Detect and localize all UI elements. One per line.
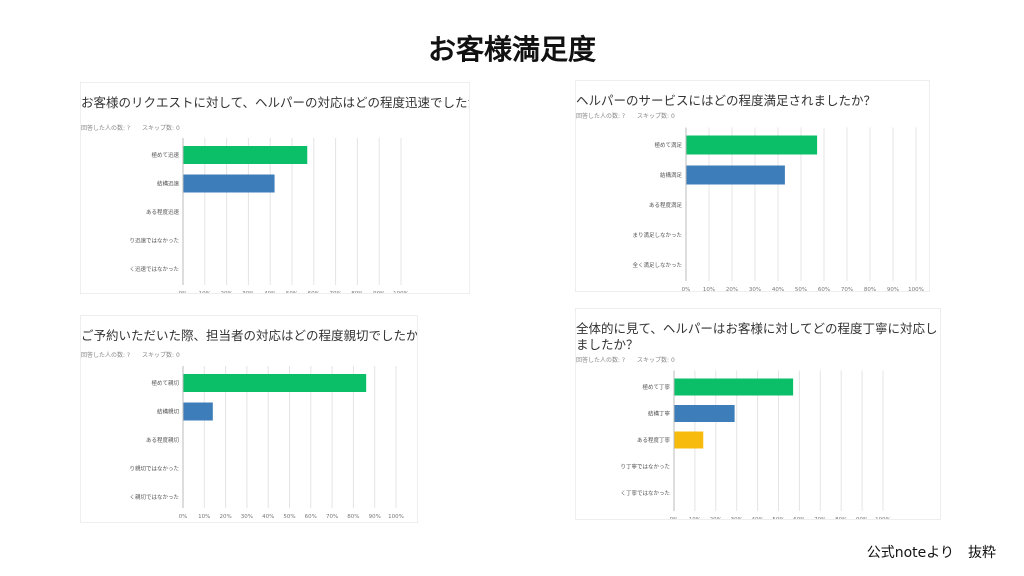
x-tick-label: 60% xyxy=(308,291,320,294)
category-label: 極めて丁寧 xyxy=(642,383,670,391)
x-tick-label: 30% xyxy=(241,514,253,520)
x-tick-label: 50% xyxy=(795,287,807,292)
source-note: 公式noteより 抜粋 xyxy=(866,545,996,561)
x-tick-label: 20% xyxy=(726,287,738,292)
chart-meta: 回答した人の数: ? スキップ数: 0 xyxy=(81,123,190,132)
category-label: 全く満足しなかった xyxy=(632,261,682,269)
chart-title: 全体的に見て、ヘルパーはお客様に対してどの程度丁寧に対応しましたか？ xyxy=(576,321,938,352)
category-label: く親切ではなかった xyxy=(129,493,179,501)
x-tick-label: 90% xyxy=(373,291,385,294)
category-label: く迅速ではなかった xyxy=(129,265,179,273)
bar xyxy=(183,146,308,164)
bar xyxy=(674,431,704,449)
category-label: く丁寧ではなかった xyxy=(620,489,670,497)
x-tick-label: 70% xyxy=(329,291,341,294)
bar xyxy=(183,174,275,193)
x-tick-label: 40% xyxy=(262,514,274,520)
bar xyxy=(686,165,785,185)
x-tick-label: 100% xyxy=(875,517,891,520)
skipped-count: スキップ数: 0 xyxy=(637,113,675,120)
chart-title: ご予約いただいた際、担当者の対応はどの程度親切でしたか？ xyxy=(81,328,418,343)
bar-chart: 0% 10% 20% 30% 40% 50% 60% 70% 80% 90% 100% 極めて親切結構… xyxy=(129,366,404,520)
category-label: り迅速ではなかった xyxy=(129,237,179,245)
chart-panel-overall-politeness: 全体的に見て、ヘルパーはお客様に対してどの程度丁寧に対応しましたか？ 回答した人… xyxy=(575,308,941,520)
x-tick-label: 90% xyxy=(887,287,899,292)
x-tick-label: 90% xyxy=(856,517,868,520)
bar xyxy=(686,135,818,155)
x-tick-label: 0% xyxy=(179,514,188,520)
category-label: ある程度満足 xyxy=(649,201,683,209)
x-tick-label: 60% xyxy=(818,287,830,292)
x-tick-label: 0% xyxy=(179,291,188,294)
bar-chart: 0% 10% 20% 30% 40% 50% 60% 70% 80% 90% 100% 極めて満足結構… xyxy=(632,127,924,292)
x-tick-label: 10% xyxy=(198,514,210,520)
x-tick-label: 10% xyxy=(703,287,715,292)
category-label: り親切ではなかった xyxy=(129,465,179,473)
chart-meta: 回答した人の数: ? スキップ数: 0 xyxy=(576,355,685,364)
bar-chart: 0% 10% 20% 30% 40% 50% 60% 70% 80% 90% 100% 極めて丁寧結構… xyxy=(620,370,891,520)
chart-panel-response-speed: お客様のリクエストに対して、ヘルパーの対応はどの程度迅速でしたか？ 回答した人の… xyxy=(80,82,470,294)
x-tick-label: 20% xyxy=(219,514,231,520)
x-tick-label: 20% xyxy=(710,517,722,520)
x-tick-label: 60% xyxy=(305,514,317,520)
category-label: り丁寧ではなかった xyxy=(620,463,670,471)
answered-count: 回答した人の数: ? xyxy=(81,352,131,359)
category-label: ある程度親切 xyxy=(146,436,180,444)
category-label: 極めて迅速 xyxy=(151,151,179,159)
skipped-count: スキップ数: 0 xyxy=(637,357,675,364)
x-tick-label: 80% xyxy=(835,517,847,520)
bar xyxy=(674,405,735,422)
x-tick-label: 40% xyxy=(772,287,784,292)
chart-meta: 回答した人の数: ? スキップ数: 0 xyxy=(576,111,685,120)
category-label: 結構親切 xyxy=(157,408,180,416)
category-label: 極めて満足 xyxy=(654,141,682,149)
category-label: ある程度迅速 xyxy=(146,208,180,216)
x-tick-label: 100% xyxy=(393,291,409,294)
x-tick-label: 50% xyxy=(283,514,295,520)
x-tick-label: 50% xyxy=(286,291,298,294)
bar xyxy=(674,378,794,396)
x-tick-label: 30% xyxy=(242,291,254,294)
x-tick-label: 70% xyxy=(326,514,338,520)
category-label: 結構迅速 xyxy=(157,180,180,188)
answered-count: 回答した人の数: ? xyxy=(81,125,131,132)
x-tick-label: 0% xyxy=(670,517,679,520)
answered-count: 回答した人の数: ? xyxy=(576,113,626,120)
x-tick-label: 0% xyxy=(682,287,691,292)
category-label: 結構満足 xyxy=(660,171,683,179)
chart-meta: 回答した人の数: ? スキップ数: 0 xyxy=(81,350,190,359)
x-tick-label: 80% xyxy=(351,291,363,294)
page-title: お客様満足度 xyxy=(427,33,596,66)
x-tick-label: 70% xyxy=(841,287,853,292)
x-tick-label: 20% xyxy=(220,291,232,294)
x-tick-label: 70% xyxy=(814,517,826,520)
bar xyxy=(183,402,213,421)
skipped-count: スキップ数: 0 xyxy=(142,352,180,359)
category-label: まり満足しなかった xyxy=(632,232,682,239)
bar-chart: 0% 10% 20% 30% 40% 50% 60% 70% 80% 90% 100% 極めて迅速結構… xyxy=(129,138,409,294)
chart-title: ヘルパーのサービスにはどの程度満足されましたか？ xyxy=(576,93,877,108)
x-tick-label: 60% xyxy=(793,517,805,520)
x-tick-label: 40% xyxy=(751,517,763,520)
x-tick-label: 10% xyxy=(199,291,211,294)
x-tick-label: 30% xyxy=(749,287,761,292)
bar xyxy=(183,374,367,392)
x-tick-label: 30% xyxy=(731,517,743,520)
x-tick-label: 40% xyxy=(264,291,276,294)
chart-panel-service-satisfaction: ヘルパーのサービスにはどの程度満足されましたか？ 回答した人の数: ? スキップ… xyxy=(575,80,930,292)
category-label: 結構丁寧 xyxy=(648,410,671,418)
category-label: 極めて親切 xyxy=(151,379,179,387)
x-tick-label: 100% xyxy=(908,287,924,292)
x-tick-label: 100% xyxy=(388,514,404,520)
chart-panel-booking-kindness: ご予約いただいた際、担当者の対応はどの程度親切でしたか？ 回答した人の数: ? … xyxy=(80,315,418,523)
answered-count: 回答した人の数: ? xyxy=(576,357,626,364)
skipped-count: スキップ数: 0 xyxy=(142,125,180,132)
category-label: ある程度丁寧 xyxy=(637,436,671,444)
x-tick-label: 80% xyxy=(864,287,876,292)
x-tick-label: 80% xyxy=(347,514,359,520)
x-tick-label: 50% xyxy=(772,517,784,520)
chart-title: お客様のリクエストに対して、ヘルパーの対応はどの程度迅速でしたか？ xyxy=(81,95,470,110)
x-tick-label: 90% xyxy=(369,514,381,520)
x-tick-label: 10% xyxy=(689,517,701,520)
